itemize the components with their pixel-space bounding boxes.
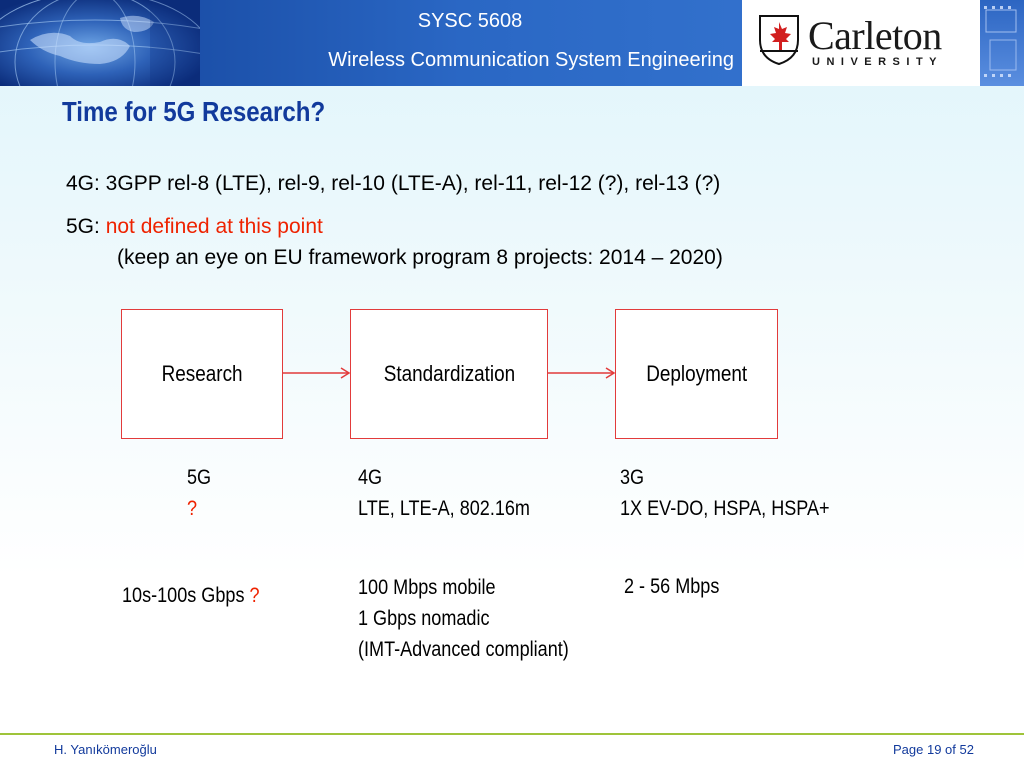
line-5g-status: not defined at this point (105, 215, 323, 238)
logo-wordmark: Carleton (808, 13, 942, 58)
course-header-text: SYSC 5608 Wireless Communication System … (200, 0, 740, 86)
line-5g: 5G: not defined at this point (66, 215, 323, 239)
col-4g-speed-1: 100 Mbps mobile (358, 576, 496, 599)
line-5g-note: (keep an eye on EU framework program 8 p… (117, 246, 723, 269)
col-3g-speed: 2 - 56 Mbps (624, 575, 720, 598)
flow-box-label: Deployment (646, 361, 747, 386)
slide-title: Time for 5G Research? (62, 96, 326, 127)
col-5g-tech: ? (187, 497, 198, 520)
logo-subtitle: UNIVERSITY (812, 56, 944, 68)
col-4g-tech: LTE, LTE-A, 802.16m (358, 497, 530, 520)
col-3g-gen: 3G (620, 466, 645, 489)
col-4g-speed-3: (IMT-Advanced compliant) (358, 638, 569, 661)
col-3g-tech: 1X EV-DO, HSPA, HSPA+ (620, 497, 830, 520)
course-name: Wireless Communication System Engineerin… (328, 49, 734, 71)
footer-page-number: Page 19 of 52 (893, 742, 974, 757)
col-4g-gen: 4G (358, 466, 383, 489)
globe-image (0, 0, 200, 86)
arrow-right-icon (548, 367, 616, 379)
speed-text: 10s-100s Gbps (122, 584, 250, 607)
arrow-right-icon (283, 367, 351, 379)
col-5g-speed: 10s-100s Gbps ? (122, 580, 282, 611)
col-5g-gen: 5G (187, 466, 212, 489)
line-5g-prefix: 5G: (66, 215, 106, 238)
col-4g-speed-2: 1 Gbps nomadic (358, 607, 490, 630)
line-4g: 4G: 3GPP rel-8 (LTE), rel-9, rel-10 (LTE… (66, 172, 721, 195)
circuit-image (980, 0, 1024, 86)
flow-box-standardization: Standardization (350, 309, 548, 439)
shield-icon (759, 15, 799, 66)
speed-question-mark: ? (249, 584, 260, 607)
footer-rule (0, 733, 1024, 735)
course-code: SYSC 5608 (417, 10, 523, 32)
footer-author: H. Yanıkömeroğlu (54, 742, 157, 757)
flow-box-deployment: Deployment (615, 309, 778, 439)
carleton-logo: Carleton UNIVERSITY (742, 0, 980, 86)
slide-header: SYSC 5608 Wireless Communication System … (0, 0, 1024, 86)
flow-box-label: Standardization (383, 361, 515, 386)
flow-box-label: Research (161, 361, 243, 386)
flow-box-research: Research (121, 309, 283, 439)
